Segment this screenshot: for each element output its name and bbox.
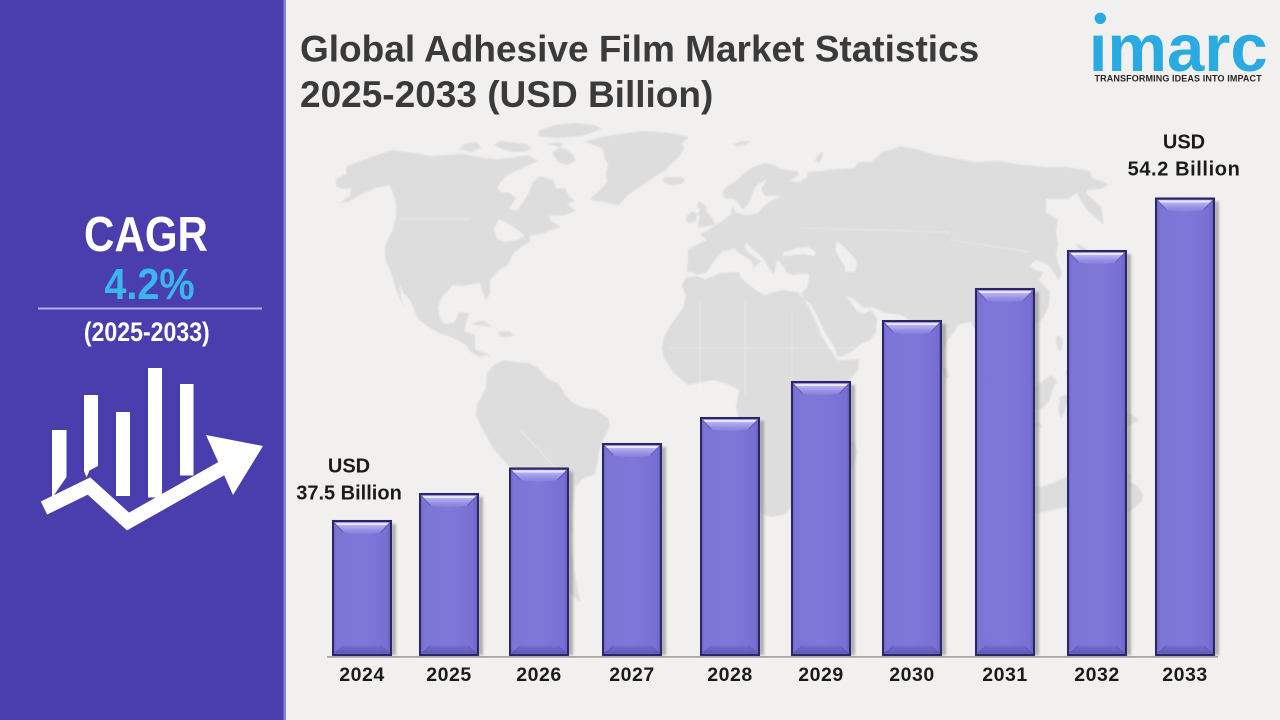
svg-text:Global Adhesive Film Market St: Global Adhesive Film Market Statistics — [300, 29, 979, 70]
svg-text:2026: 2026 — [516, 664, 561, 686]
svg-text:2029: 2029 — [798, 664, 843, 686]
svg-text:2032: 2032 — [1074, 664, 1119, 686]
svg-text:TRANSFORMING IDEAS INTO IMPACT: TRANSFORMING IDEAS INTO IMPACT — [1095, 74, 1263, 84]
svg-text:2027: 2027 — [609, 664, 654, 686]
svg-text:ımarc: ımarc — [1089, 11, 1268, 86]
svg-text:37.5 Billion: 37.5 Billion — [296, 483, 402, 505]
svg-text:2028: 2028 — [707, 664, 752, 686]
svg-text:2024: 2024 — [339, 664, 384, 686]
svg-text:(2025-2033): (2025-2033) — [84, 317, 210, 347]
svg-text:USD: USD — [1163, 132, 1205, 154]
svg-text:54.2 Billion: 54.2 Billion — [1128, 159, 1241, 181]
svg-text:CAGR: CAGR — [84, 207, 208, 262]
svg-text:2025: 2025 — [426, 664, 471, 686]
svg-text:4.2%: 4.2% — [104, 259, 194, 308]
svg-text:2031: 2031 — [982, 664, 1027, 686]
svg-text:2030: 2030 — [889, 664, 934, 686]
svg-text:USD: USD — [328, 456, 370, 478]
svg-text:2025-2033 (USD Billion): 2025-2033 (USD Billion) — [300, 74, 713, 115]
svg-text:2033: 2033 — [1162, 664, 1207, 686]
